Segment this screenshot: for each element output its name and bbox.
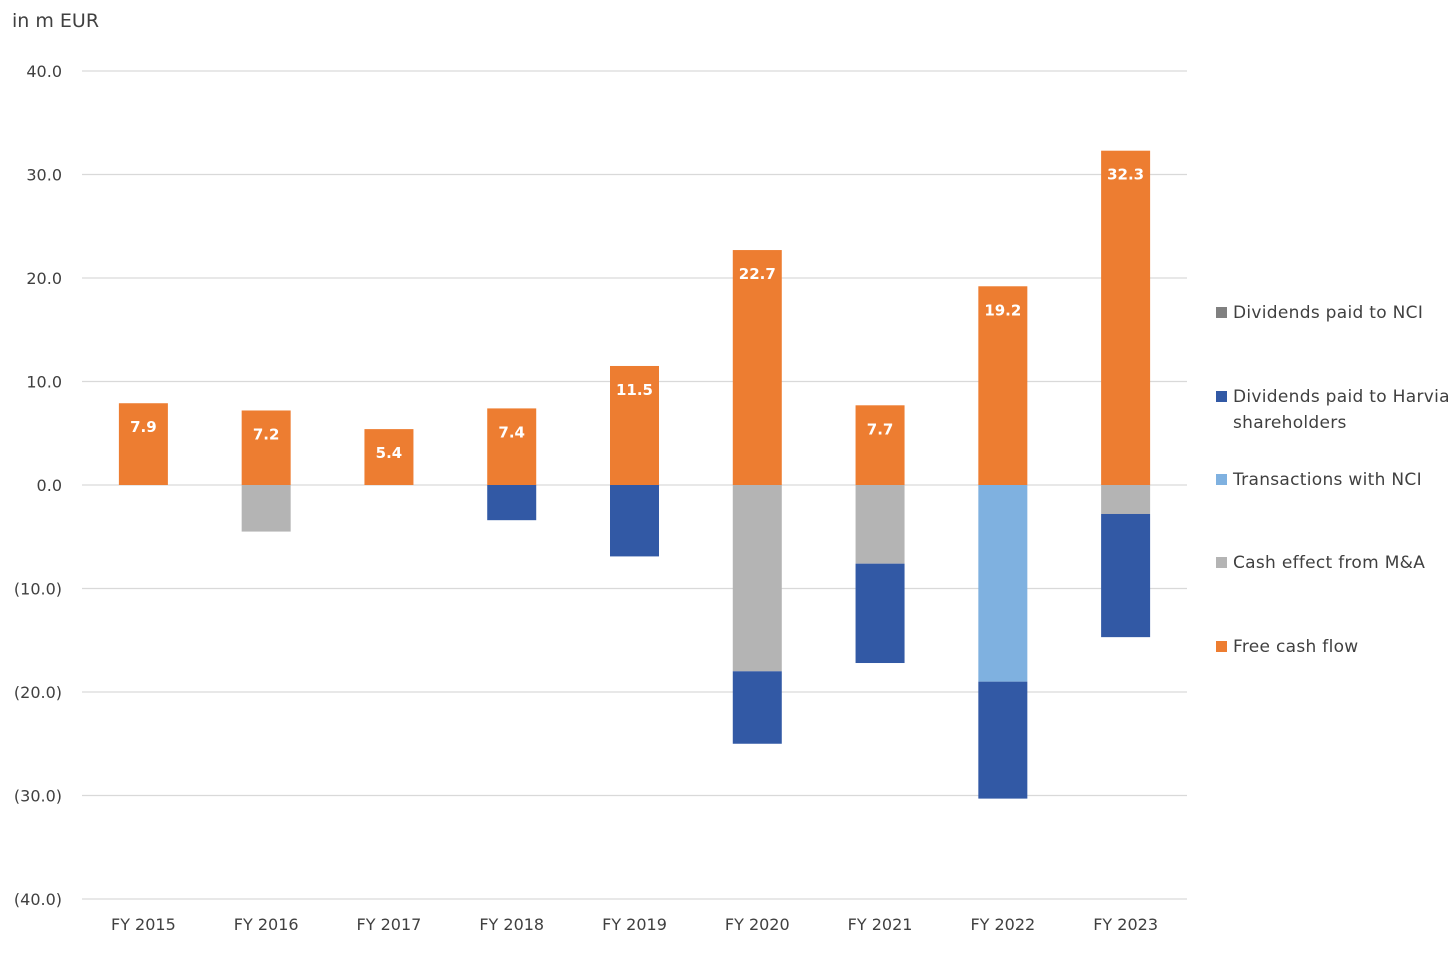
bar-cash-effect-from-m-a bbox=[241, 485, 291, 532]
x-tick-label: FY 2022 bbox=[970, 915, 1035, 934]
x-tick-label: FY 2020 bbox=[725, 915, 790, 934]
data-label: 7.7 bbox=[867, 420, 894, 438]
y-tick-label: (30.0) bbox=[14, 787, 62, 806]
data-label: 7.4 bbox=[498, 423, 525, 441]
bar-free-cash-flow bbox=[732, 250, 782, 485]
legend-swatch bbox=[1216, 474, 1227, 485]
data-label: 11.5 bbox=[616, 381, 653, 399]
bar-dividends-paid-to-harvia-shareholders bbox=[610, 485, 659, 557]
bar-free-cash-flow bbox=[118, 403, 168, 485]
unit-label: in m EUR bbox=[12, 10, 100, 32]
legend-swatch bbox=[1216, 557, 1227, 568]
bar-dividends-paid-to-harvia-shareholders bbox=[978, 681, 1028, 799]
data-label: 7.2 bbox=[253, 425, 280, 443]
y-tick-label: (20.0) bbox=[14, 683, 62, 702]
legend-label: Dividends paid to NCI bbox=[1233, 303, 1424, 323]
data-label: 5.4 bbox=[376, 444, 403, 462]
x-tick-label: FY 2016 bbox=[234, 915, 299, 934]
bar-transactions-with-nci bbox=[978, 485, 1028, 682]
legend-swatch bbox=[1216, 307, 1227, 318]
legend-label: Transactions with NCI bbox=[1233, 470, 1422, 490]
bar-dividends-paid-to-harvia-shareholders bbox=[1101, 513, 1151, 638]
bar-dividends-paid-to-harvia-shareholders bbox=[855, 563, 905, 664]
x-tick-label: FY 2018 bbox=[479, 915, 544, 934]
legend-label: Cash effect from M&A bbox=[1233, 553, 1426, 573]
y-tick-label: (40.0) bbox=[14, 890, 62, 909]
bar-cash-effect-from-m-a bbox=[855, 485, 905, 564]
legend-swatch bbox=[1216, 641, 1227, 652]
data-label: 32.3 bbox=[1107, 166, 1144, 184]
y-tick-label: 20.0 bbox=[26, 269, 62, 288]
bar-free-cash-flow bbox=[855, 405, 905, 485]
bar-free-cash-flow bbox=[610, 365, 659, 485]
x-tick-label: FY 2021 bbox=[848, 915, 913, 934]
bar-dividends-paid-to-harvia-shareholders bbox=[732, 671, 782, 744]
bar-free-cash-flow bbox=[978, 286, 1028, 485]
y-tick-label: 10.0 bbox=[26, 373, 62, 392]
x-tick-label: FY 2019 bbox=[602, 915, 667, 934]
bar-free-cash-flow bbox=[241, 410, 291, 485]
x-tick-label: FY 2017 bbox=[357, 915, 422, 934]
data-label: 7.9 bbox=[130, 418, 157, 436]
legend-item: Dividends paid to NCI bbox=[1216, 300, 1423, 326]
y-tick-label: 0.0 bbox=[37, 476, 62, 495]
legend-label: Dividends paid to Harvia shareholders bbox=[1233, 387, 1450, 433]
y-tick-label: (10.0) bbox=[14, 580, 62, 599]
x-tick-label: FY 2015 bbox=[111, 915, 176, 934]
bar-cash-effect-from-m-a bbox=[1101, 485, 1151, 514]
bar-free-cash-flow bbox=[487, 408, 537, 485]
y-tick-label: 30.0 bbox=[26, 166, 62, 185]
bar-dividends-paid-to-harvia-shareholders bbox=[487, 485, 537, 521]
y-tick-label: 40.0 bbox=[26, 62, 62, 81]
x-tick-label: FY 2023 bbox=[1093, 915, 1158, 934]
bar-cash-effect-from-m-a bbox=[732, 485, 782, 672]
data-label: 19.2 bbox=[984, 301, 1021, 319]
legend-label: Free cash flow bbox=[1233, 637, 1359, 657]
legend-item: Cash effect from M&A bbox=[1216, 550, 1425, 576]
data-label: 22.7 bbox=[739, 265, 776, 283]
legend-item: Free cash flow bbox=[1216, 634, 1359, 660]
legend-item: Transactions with NCI bbox=[1216, 467, 1422, 493]
legend-swatch bbox=[1216, 391, 1227, 402]
legend-item: Dividends paid to Harvia shareholders bbox=[1216, 384, 1451, 436]
bar-free-cash-flow bbox=[364, 429, 414, 485]
bar-free-cash-flow bbox=[1101, 150, 1151, 485]
